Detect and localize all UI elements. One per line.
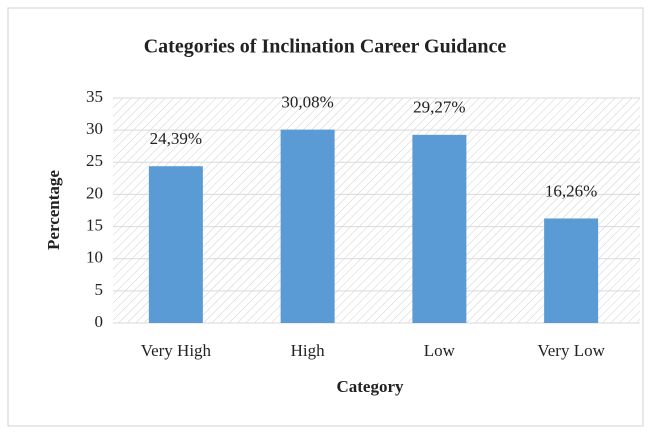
x-tick-label: Low xyxy=(424,341,456,360)
y-tick-label: 5 xyxy=(95,280,104,299)
x-axis-label: Category xyxy=(336,377,404,396)
y-tick-label: 0 xyxy=(95,312,104,331)
value-label: 24,39% xyxy=(150,129,202,148)
y-tick-label: 35 xyxy=(86,87,103,106)
x-tick-label: Very High xyxy=(141,341,212,360)
chart-title: Categories of Inclination Career Guidanc… xyxy=(144,36,507,58)
bar xyxy=(544,218,599,323)
value-label: 29,27% xyxy=(413,98,465,117)
y-tick-label: 30 xyxy=(86,119,103,138)
bar xyxy=(280,129,335,323)
y-axis-label: Percentage xyxy=(44,170,63,250)
value-label: 30,08% xyxy=(281,93,333,112)
bar xyxy=(148,166,203,323)
x-tick-label: High xyxy=(291,341,326,360)
y-tick-label: 10 xyxy=(86,248,103,267)
y-tick-label: 20 xyxy=(86,183,103,202)
bar xyxy=(412,134,467,323)
value-label: 16,26% xyxy=(545,181,597,200)
x-tick-label: Very Low xyxy=(537,341,605,360)
y-tick-label: 15 xyxy=(86,215,103,234)
y-tick-label: 25 xyxy=(86,151,103,170)
